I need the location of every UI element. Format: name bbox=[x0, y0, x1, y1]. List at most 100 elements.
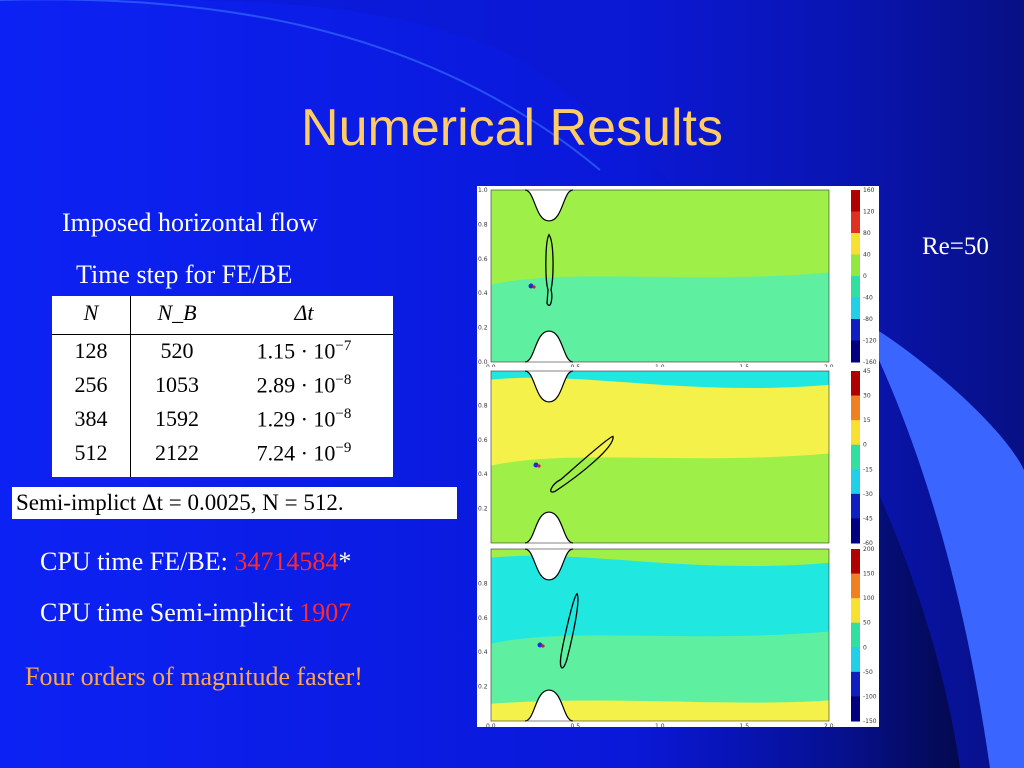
y-tick-label: 0.0 bbox=[478, 359, 488, 366]
table-cell: 520 bbox=[160, 338, 194, 363]
slide-title: Numerical Results bbox=[301, 99, 723, 157]
dt-mantissa: 2.89 · 10 bbox=[256, 372, 336, 398]
reynolds-label: Re=50 bbox=[922, 233, 989, 260]
colorbar-segment bbox=[851, 444, 860, 470]
conclusion-text: Four orders of magnitude faster! bbox=[25, 662, 363, 691]
y-tick-label: 0.4 bbox=[478, 471, 488, 478]
dt-mantissa: 7.24 · 10 bbox=[256, 440, 336, 466]
cpu-febe-suffix: * bbox=[338, 547, 352, 576]
table-cell: 1.29 · 10−8 bbox=[224, 406, 384, 432]
table-cell: 2.89 · 10−8 bbox=[224, 372, 384, 398]
timestep-table: N N_B Δt 128 520 1.15 · 10−7 256 1053 2.89 · … bbox=[52, 296, 393, 477]
colorbar-segment bbox=[851, 647, 860, 673]
table-header-nb: N_B bbox=[157, 300, 197, 325]
colorbar-tick-label: 0 bbox=[863, 644, 867, 651]
colorbar-tick-label: 200 bbox=[863, 546, 875, 553]
vortex-marker bbox=[533, 462, 539, 468]
y-tick-label: 0.8 bbox=[478, 221, 488, 228]
vortex-marker bbox=[532, 285, 536, 289]
x-tick-label: 1.0 bbox=[655, 723, 665, 727]
vortex-marker bbox=[541, 644, 545, 648]
x-tick-label: 0.5 bbox=[571, 723, 581, 727]
colorbar-segment bbox=[851, 598, 860, 624]
table-header-rule bbox=[52, 334, 393, 335]
contour-band bbox=[491, 453, 829, 543]
contour-band bbox=[491, 700, 829, 721]
contour-panel-1: 0.0 0.5 1.0 1.5 2.0 0.0 0.2 0.4 0.6 0.8 1.0 160 120 8… bbox=[477, 186, 879, 371]
colorbar-tick-label: -50 bbox=[863, 669, 873, 676]
immersed-filament bbox=[550, 435, 614, 493]
channel-wall-bottom bbox=[524, 689, 574, 722]
colorbar-segment bbox=[851, 469, 860, 495]
dt-exponent: −8 bbox=[335, 406, 352, 422]
y-tick-label: 0.4 bbox=[478, 290, 488, 297]
colorbar-segment bbox=[851, 518, 860, 544]
cpu-febe-line: CPU time FE/BE: 34714584* bbox=[40, 547, 351, 577]
colorbar-tick-label: -160 bbox=[863, 359, 877, 366]
colorbar-tick-label: 45 bbox=[863, 368, 871, 375]
immersed-filament bbox=[559, 592, 579, 669]
contour-band bbox=[491, 631, 829, 721]
channel-wall-bottom bbox=[524, 511, 574, 544]
colorbar-segment bbox=[851, 493, 860, 519]
dt-exponent: −8 bbox=[335, 372, 352, 388]
flow-caption: Imposed horizontal flow bbox=[62, 208, 318, 237]
colorbar-segment bbox=[851, 420, 860, 446]
y-tick-label: 1.0 bbox=[478, 187, 488, 194]
table-cell: 512 bbox=[74, 440, 108, 465]
colorbar-segment bbox=[851, 622, 860, 648]
y-tick-label: 0.2 bbox=[478, 684, 488, 691]
colorbar-tick-label: 150 bbox=[863, 571, 875, 578]
vortex-marker bbox=[537, 464, 541, 468]
y-tick-label: 0.2 bbox=[478, 325, 488, 332]
colorbar-segment bbox=[851, 371, 860, 397]
dt-mantissa: 1.15 · 10 bbox=[256, 338, 336, 364]
colorbar-tick-label: 40 bbox=[863, 252, 871, 259]
colorbar-tick-label: 50 bbox=[863, 620, 871, 627]
channel-wall-bottom bbox=[524, 330, 574, 363]
y-tick-label: 0.6 bbox=[478, 615, 488, 622]
immersed-filament bbox=[545, 233, 554, 306]
colorbar-tick-label: -60 bbox=[863, 540, 873, 547]
dt-exponent: −7 bbox=[335, 338, 352, 354]
timestep-caption: Time step for FE/BE bbox=[76, 260, 293, 289]
table-cell: 1592 bbox=[155, 406, 199, 431]
colorbar-segment bbox=[851, 211, 860, 234]
cpu-semi-label: CPU time Semi-implicit bbox=[40, 598, 300, 627]
colorbar-segment bbox=[851, 340, 860, 363]
colorbar-tick-label: -80 bbox=[863, 316, 873, 323]
y-tick-label: 0.2 bbox=[478, 506, 488, 513]
semi-implicit-line: Semi-implict Δt = 0.0025, N = 512. bbox=[12, 487, 457, 519]
table-header-dt: Δt bbox=[294, 300, 314, 325]
colorbar-segment bbox=[851, 254, 860, 277]
colorbar-segment bbox=[851, 549, 860, 575]
vortex-marker bbox=[528, 283, 534, 289]
contour-panel-3: 0.0 0.5 1.0 1.5 2.0 0.2 0.4 0.6 0.8 200 150 100 50 0 -… bbox=[477, 545, 879, 730]
contour-plot-1: 0.0 0.5 1.0 1.5 2.00.00.20.40.60.81.0 1601208… bbox=[478, 187, 877, 371]
colorbar-tick-label: -100 bbox=[863, 693, 877, 700]
plot-frame bbox=[490, 548, 830, 722]
colorbar-segment bbox=[851, 297, 860, 320]
colorbar-segment bbox=[851, 190, 860, 212]
table-header-n: N bbox=[83, 300, 99, 325]
contour-band bbox=[491, 549, 829, 567]
table-cell: 7.24 · 10−9 bbox=[224, 440, 384, 466]
y-tick-label: 0.8 bbox=[478, 402, 488, 409]
colorbar-tick-label: -150 bbox=[863, 718, 877, 725]
table-cell: 128 bbox=[74, 338, 108, 363]
colorbar-segment bbox=[851, 319, 860, 341]
table-cell: 256 bbox=[74, 372, 108, 397]
y-tick-label: 0.6 bbox=[478, 437, 488, 444]
x-tick-label: 1.5 bbox=[740, 723, 750, 727]
contour-plot-3: 0.0 0.5 1.0 1.5 2.0 0.2 0.4 0.6 0.8 200 150 100 50 0 -… bbox=[478, 546, 877, 730]
channel-wall-top bbox=[524, 370, 574, 403]
table-cell: 1.15 · 10−7 bbox=[224, 338, 384, 364]
cpu-semi-line: CPU time Semi-implicit 1907 bbox=[40, 598, 351, 628]
colorbar-tick-label: 0 bbox=[863, 442, 867, 449]
table-cell: 2122 bbox=[155, 440, 199, 465]
colorbar-tick-label: 80 bbox=[863, 230, 871, 237]
table-cell: 1053 bbox=[155, 372, 199, 397]
cpu-febe-value: 34714584 bbox=[234, 547, 339, 576]
colorbar-segment bbox=[851, 276, 860, 298]
colorbar-segment bbox=[851, 671, 860, 697]
